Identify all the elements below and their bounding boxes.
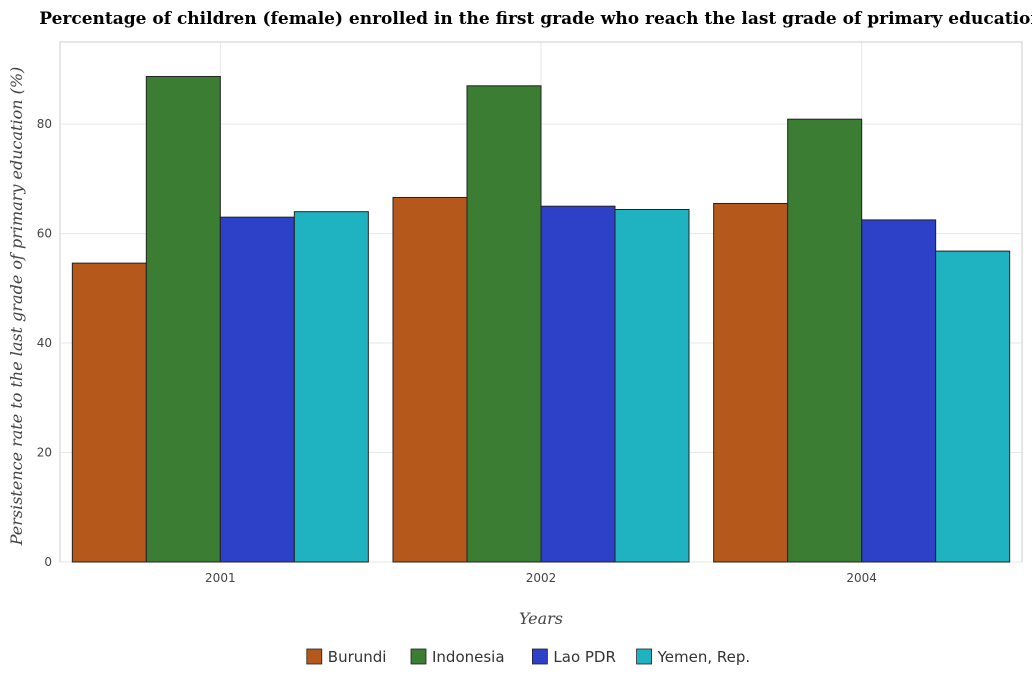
legend-swatch-burundi	[306, 648, 323, 665]
chart-title: Percentage of children (female) enrolled…	[39, 9, 1032, 29]
bar-burundi-2004	[713, 202, 789, 563]
y-axis-label: Persistence rate to the last grade of pr…	[7, 67, 26, 547]
y-tick-label: 60	[37, 227, 52, 241]
bar-indonesia-2004	[787, 118, 863, 563]
x-tick-label: 2004	[846, 571, 877, 585]
bar-indonesia-2001	[145, 75, 221, 563]
y-tick-label: 20	[37, 446, 52, 460]
bar-yemen-rep-2001	[293, 211, 369, 563]
bar-lao-pdr-2002	[540, 205, 616, 563]
bar-yemen-rep-2002	[614, 208, 690, 563]
legend-label-burundi: Burundi	[328, 648, 387, 666]
legend: Burundi Indonesia Lao PDR Yemen, Rep.	[306, 648, 751, 666]
bar-burundi-2002	[392, 196, 468, 563]
x-tick-label: 2002	[526, 571, 557, 585]
legend-swatch-indonesia	[410, 648, 427, 665]
bar-lao-pdr-2001	[219, 216, 295, 563]
legend-label-indonesia: Indonesia	[432, 648, 505, 666]
x-tick-label: 2001	[205, 571, 236, 585]
legend-swatch-yemen-rep	[636, 648, 652, 665]
y-tick-label: 80	[37, 117, 52, 131]
y-tick-label: 40	[37, 336, 52, 350]
y-tick-label: 0	[44, 555, 52, 569]
bar-lao-pdr-2004	[861, 219, 937, 563]
legend-label-lao-pdr: Lao PDR	[553, 648, 616, 666]
bar-yemen-rep-2004	[935, 250, 1011, 563]
legend-swatch-lao-pdr	[532, 648, 548, 665]
bar-burundi-2001	[71, 262, 147, 563]
bar-indonesia-2002	[466, 85, 542, 563]
plot-area: 0 20 40 60 80 2001 2002 2004	[37, 41, 1023, 585]
x-axis-label: Years	[519, 609, 563, 628]
legend-label-yemen-rep: Yemen, Rep.	[657, 648, 751, 666]
